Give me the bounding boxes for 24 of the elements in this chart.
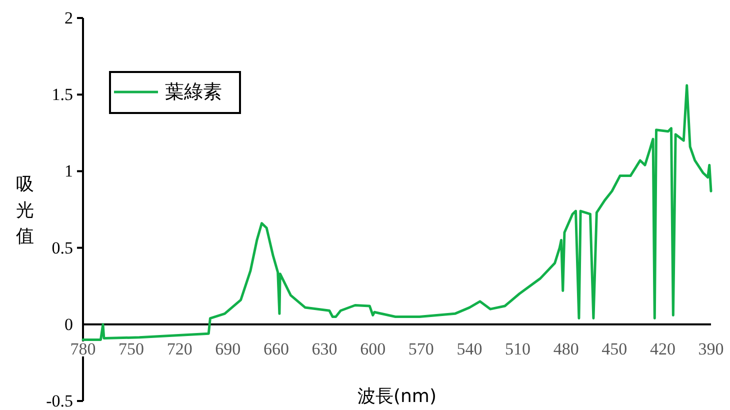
x-tick-label: 630 <box>312 339 338 358</box>
x-tick-label: 570 <box>408 339 434 358</box>
y-tick-label: -0.5 <box>46 392 73 410</box>
y-tick-label: 0.5 <box>52 238 73 258</box>
x-tick-label: 690 <box>215 339 241 358</box>
x-tick-label: 450 <box>602 339 628 358</box>
x-tick-label: 780 <box>70 339 96 358</box>
y-tick-label: 0 <box>64 314 73 334</box>
x-axis-title: 波長(nm) <box>358 386 436 407</box>
y-axis-title: 吸光值 <box>16 174 34 247</box>
x-tick-label: 510 <box>505 339 531 358</box>
x-tick-label: 540 <box>456 339 482 358</box>
y-tick-label: 1 <box>64 162 73 181</box>
legend-label: 葉綠素 <box>165 81 222 103</box>
x-tick-label: 750 <box>118 339 144 358</box>
x-tick-label: 600 <box>360 339 386 358</box>
x-tick-label: 720 <box>166 339 192 358</box>
y-tick-label: 1.5 <box>52 85 73 104</box>
x-tick-label: 480 <box>553 339 579 358</box>
x-tick-label: 660 <box>263 339 289 358</box>
line-series <box>82 84 712 341</box>
y-tick-label: 2 <box>64 8 73 28</box>
x-tick-label: 390 <box>698 339 724 358</box>
x-tick-label: 420 <box>650 339 676 358</box>
